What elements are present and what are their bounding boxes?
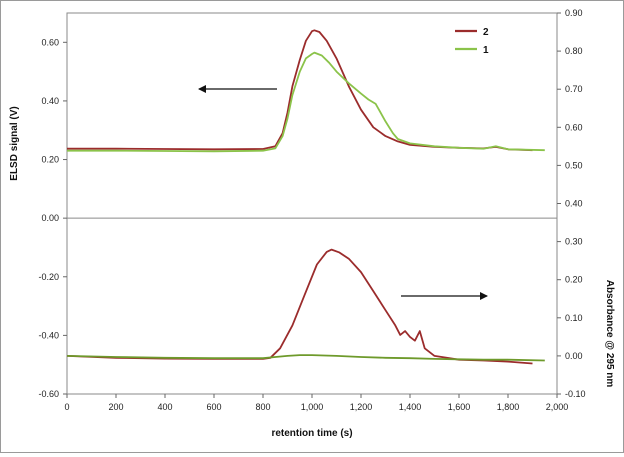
y-right-tick-label: 0.40 (565, 199, 583, 209)
legend: 21 (455, 27, 489, 56)
series-line-left-1 (67, 51, 545, 153)
plot-border (66, 12, 558, 395)
x-tick-label: 1,800 (497, 402, 520, 412)
y-right-tick-label: 0.60 (565, 122, 583, 132)
y-right-tick-label: -0.10 (565, 389, 586, 399)
y-left-tick-label: 0.20 (41, 155, 59, 165)
y-left-tick-label: -0.20 (38, 272, 59, 282)
y-axis-right-title: Absorbance @ 295 nm (604, 280, 615, 388)
legend-label-2: 2 (483, 27, 489, 38)
x-tick-label: 600 (206, 402, 221, 412)
y-right-tick-label: 0.10 (565, 313, 583, 323)
y-right-tick-label: 0.20 (565, 275, 583, 285)
y-left-tick-label: 0.40 (41, 96, 59, 106)
x-tick-label: 1,600 (448, 402, 471, 412)
y-left-tick-label: -0.60 (38, 389, 59, 399)
x-tick-label: 1,400 (399, 402, 422, 412)
x-tick-label: 2,000 (546, 402, 569, 412)
legend-label-1: 1 (483, 45, 489, 56)
y-right-tick-label: 0.00 (565, 351, 583, 361)
series-line-right-1 (66, 354, 545, 362)
y-right-tick-label: 0.30 (565, 237, 583, 247)
x-tick-label: 0 (64, 402, 69, 412)
x-tick-label: 800 (255, 402, 270, 412)
y-left-tick-label: -0.40 (38, 330, 59, 340)
y-right-tick-label: 0.80 (565, 46, 583, 56)
y-left-tick-label: 0.00 (41, 213, 59, 223)
x-tick-label: 400 (157, 402, 172, 412)
series-line-right-2 (66, 248, 533, 365)
x-axis-title: retention time (s) (271, 428, 352, 439)
x-tick-label: 1,200 (350, 402, 373, 412)
y-right-tick-label: 0.90 (565, 8, 583, 18)
y-left-tick-label: 0.60 (41, 37, 59, 47)
x-tick-label: 1,000 (301, 402, 324, 412)
x-tick-label: 200 (108, 402, 123, 412)
y-right-tick-label: 0.50 (565, 160, 583, 170)
y-right-tick-label: 0.70 (565, 84, 583, 94)
y-axis-left-title: ELSD signal (V) (9, 106, 20, 180)
